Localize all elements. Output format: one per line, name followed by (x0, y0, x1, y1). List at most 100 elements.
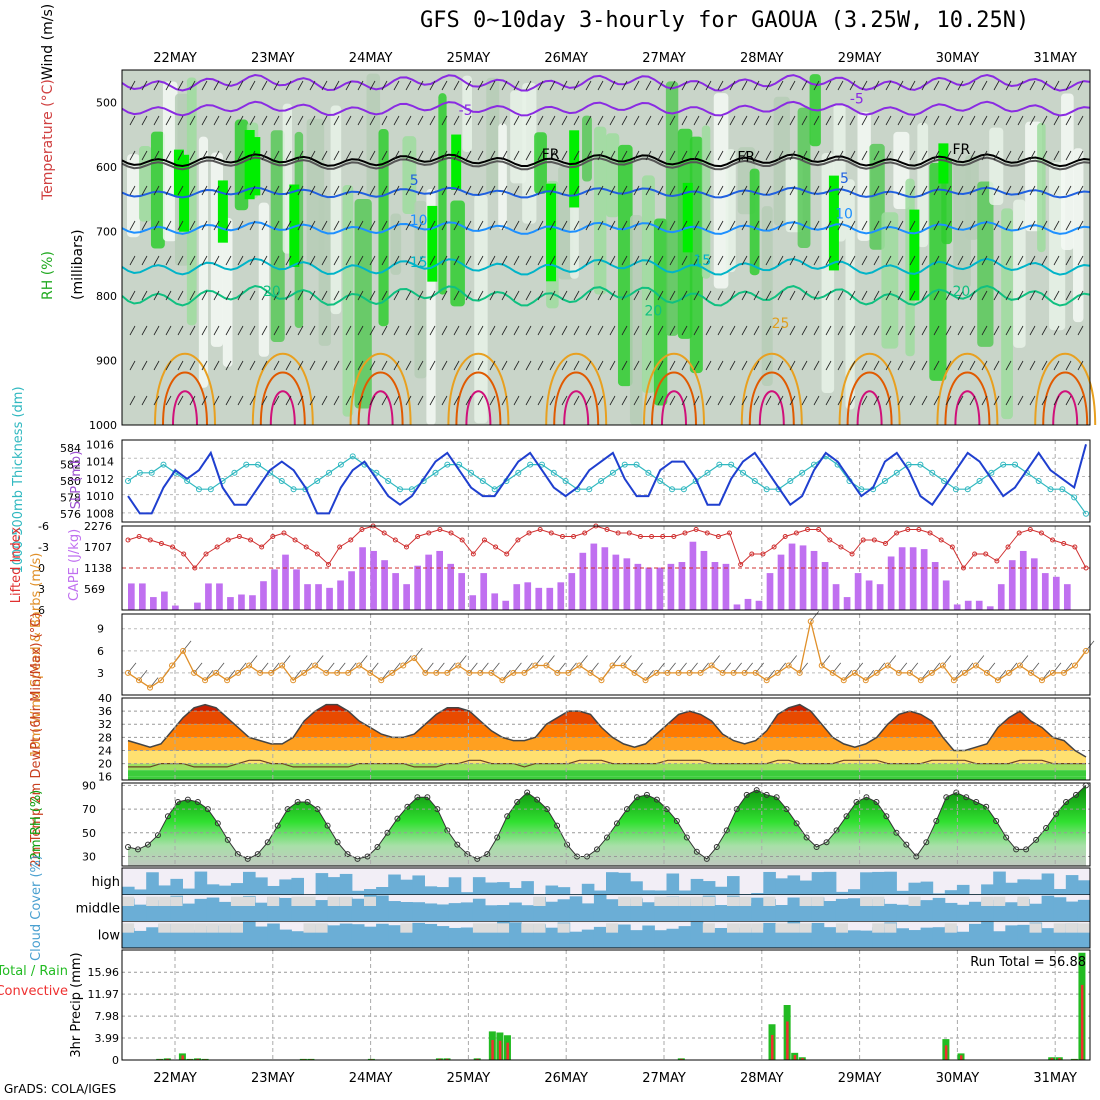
cloud-cell (472, 898, 486, 922)
rh-cell (725, 149, 736, 273)
wind-barb (345, 185, 352, 196)
cloud-clear-cell (533, 896, 546, 906)
wind-barb (281, 655, 291, 666)
wind-barb (1017, 395, 1024, 406)
wind-barb (248, 655, 258, 666)
cloud-cell (908, 882, 922, 895)
li-point (314, 551, 320, 557)
wind-barb (489, 80, 496, 91)
wind-barb (885, 395, 892, 406)
wind-barb (417, 150, 424, 161)
wind-barb (429, 290, 436, 301)
wind-barb (489, 255, 496, 266)
wind-barb (897, 325, 904, 336)
cape-bar (480, 573, 488, 610)
wind-barb (921, 325, 928, 336)
cape-bar (381, 560, 388, 610)
wind-barb (225, 115, 232, 126)
wind-barb (705, 255, 712, 266)
cape-bar (205, 583, 212, 610)
wind-barb (993, 360, 1000, 371)
wind-barb (993, 325, 1000, 336)
wind-barb (441, 255, 448, 266)
wind-barb (357, 80, 364, 91)
cloud-cell (678, 901, 692, 922)
isotherm-line (121, 153, 1091, 168)
wind-barb (933, 395, 940, 406)
thickness-point (881, 478, 888, 484)
wind-barb (741, 290, 748, 301)
wind-barb (453, 115, 460, 126)
rh-point (793, 820, 800, 827)
wind-barb (633, 185, 640, 196)
wind-barb (189, 80, 196, 91)
wind-barb (744, 662, 753, 674)
thickness-point (1083, 510, 1089, 517)
cloud-clear-cell (303, 896, 316, 906)
rh-point (953, 789, 960, 796)
date-label-top: 28MAY (740, 51, 784, 66)
wind-barb (381, 80, 388, 91)
cloud-cell (351, 890, 365, 895)
wind-barb (975, 655, 985, 666)
cloud-clear-cell (339, 896, 352, 906)
wind-barb (549, 255, 556, 266)
wind-barb (177, 360, 184, 371)
wind-barb (678, 662, 687, 674)
isotherm-warm-arch (838, 352, 901, 426)
cape-bar (1008, 560, 1016, 610)
cloud-cell (351, 924, 365, 948)
wind-barb (621, 395, 628, 406)
wind-barb (813, 360, 820, 371)
cloud-clear-cell (364, 896, 377, 906)
isotherm-warm-arch (651, 371, 697, 426)
wind-barb (777, 255, 784, 266)
wind-barb (1077, 360, 1084, 371)
li-point (181, 551, 187, 557)
wind-barb (285, 290, 292, 301)
li-point (994, 558, 1000, 564)
wind-barb (177, 395, 184, 406)
cloud-clear-cell (860, 896, 873, 906)
cloud-cell (581, 903, 595, 922)
thickness-point (929, 469, 936, 476)
wind-barb (837, 255, 844, 266)
wind-barb (141, 185, 148, 196)
wind-speed-point (862, 677, 869, 684)
wind-barb (633, 80, 640, 91)
wind-speed-point (763, 677, 770, 684)
wind-barb (429, 150, 436, 161)
cloud-cell (618, 903, 631, 922)
wind-barb (153, 115, 160, 126)
wind-barb (837, 185, 844, 196)
wind-barb (333, 185, 340, 196)
temp-band (128, 776, 1086, 780)
li-point (481, 537, 487, 543)
date-label-top: 25MAY (447, 51, 491, 66)
wind-barb (753, 325, 760, 336)
wind-barb (261, 360, 268, 371)
wind-barb (645, 115, 652, 126)
pressure-tick: 800 (96, 290, 117, 303)
cape-bar (282, 554, 289, 610)
thickness-point (278, 478, 285, 484)
li-point (604, 527, 610, 532)
wind-barb (141, 220, 148, 231)
wind-barb (645, 220, 652, 231)
li-point (838, 544, 844, 550)
wind-barb (501, 150, 508, 161)
isotherm-label: 20 (953, 284, 971, 300)
thickness-point (349, 453, 356, 460)
cloud-clear-cell (497, 923, 510, 933)
wind-barb (585, 115, 592, 126)
cape-bar (667, 563, 675, 610)
rh-point (813, 844, 820, 851)
wind-barb (777, 290, 784, 301)
wind-barb (813, 290, 820, 301)
cloud-cell (243, 871, 256, 895)
wind-barb (693, 185, 700, 196)
cape-bar (865, 580, 873, 610)
rh-point (1033, 836, 1040, 843)
wind-barb (393, 395, 400, 406)
wind-barb (333, 115, 340, 126)
